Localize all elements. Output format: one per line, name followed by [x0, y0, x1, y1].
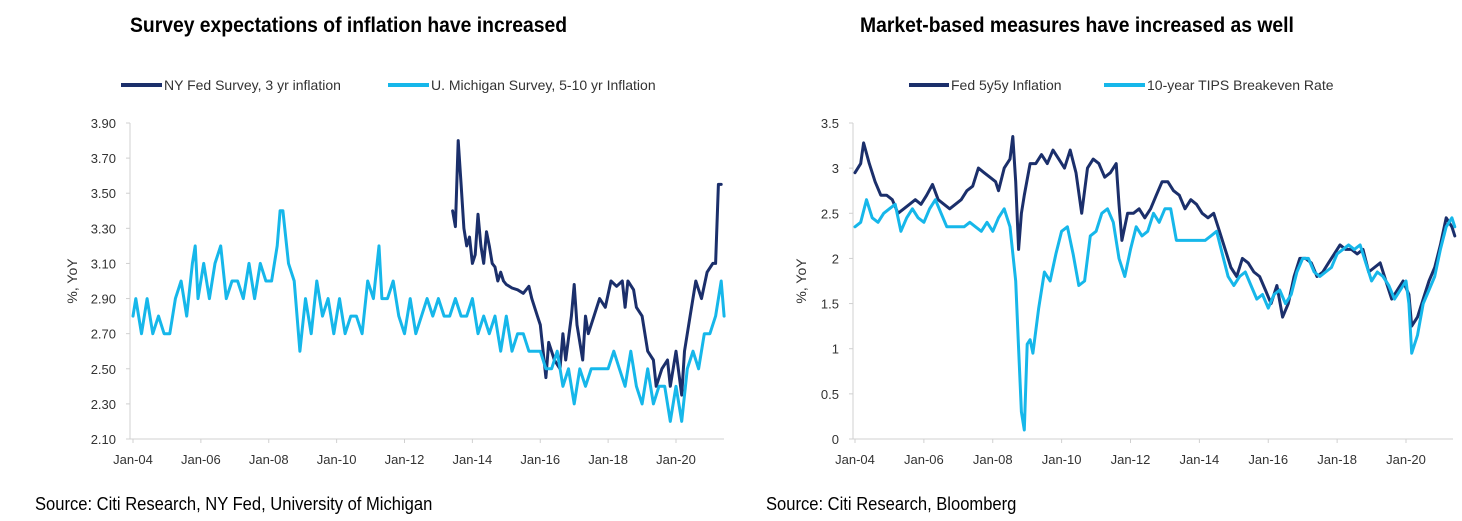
- series-line-2: [853, 198, 1457, 432]
- source-note: Source: Citi Research, Bloomberg: [766, 494, 1017, 514]
- left-chart-panel: Survey expectations of inflation have in…: [35, 14, 726, 514]
- y-tick-label: 2.50: [91, 362, 116, 377]
- x-tick-label: Jan-20: [656, 452, 696, 467]
- y-axis-label: %, YoY: [793, 258, 809, 304]
- legend-label: 10-year TIPS Breakeven Rate: [1147, 77, 1334, 93]
- y-tick-label: 0: [832, 432, 839, 447]
- x-tick-label: Jan-06: [904, 452, 944, 467]
- series-line-2: [131, 209, 726, 423]
- x-tick-label: Jan-08: [249, 452, 289, 467]
- x-tick-label: Jan-18: [1317, 452, 1357, 467]
- x-tick-label: Jan-18: [588, 452, 628, 467]
- right-chart-panel: Market-based measures have increased as …: [731, 0, 1462, 521]
- y-tick-label: 3.70: [91, 151, 116, 166]
- y-tick-label: 1.5: [821, 297, 839, 312]
- series-line-1: [451, 139, 723, 397]
- x-tick-label: Jan-12: [385, 452, 425, 467]
- y-tick-label: 1: [832, 342, 839, 357]
- y-tick-label: 0.5: [821, 387, 839, 402]
- x-tick-label: Jan-16: [1248, 452, 1288, 467]
- y-tick-label: 3: [832, 161, 839, 176]
- x-tick-label: Jan-04: [113, 452, 153, 467]
- y-tick-label: 2.5: [821, 206, 839, 221]
- x-tick-label: Jan-10: [317, 452, 357, 467]
- x-tick-label: Jan-14: [453, 452, 493, 467]
- survey-inflation-chart: 2.10 2.30 2.50 2.70 2.90 3.10 3.30 3.50 3.70 3.90…: [64, 77, 726, 467]
- y-tick-label: 2.70: [91, 327, 116, 342]
- y-tick-label: 2.30: [91, 397, 116, 412]
- series-line-1: [853, 135, 1457, 328]
- y-tick-label: 2.90: [91, 292, 116, 307]
- x-tick-label: Jan-04: [835, 452, 875, 467]
- y-tick-label: 3.5: [821, 116, 839, 131]
- x-tick-label: Jan-12: [1111, 452, 1151, 467]
- legend-label: Fed 5y5y Inflation: [951, 77, 1062, 93]
- y-tick-label: 3.10: [91, 256, 116, 271]
- x-tick-label: Jan-16: [520, 452, 560, 467]
- y-tick-label: 2: [832, 251, 839, 266]
- chart-title: Survey expectations of inflation have in…: [130, 14, 567, 37]
- market-inflation-chart: 0 0.5 1 1.5 2 2.5 3 3.5 Jan-04 Jan-06 Jan-08 Jan-10…: [793, 77, 1457, 467]
- legend-label: NY Fed Survey, 3 yr inflation: [164, 77, 341, 93]
- legend-label: U. Michigan Survey, 5-10 yr Inflation: [431, 77, 656, 93]
- y-tick-label: 3.50: [91, 186, 116, 201]
- y-tick-label: 3.90: [91, 116, 116, 131]
- chart-title: Market-based measures have increased as …: [860, 14, 1294, 37]
- x-tick-label: Jan-14: [1180, 452, 1220, 467]
- x-tick-label: Jan-20: [1386, 452, 1426, 467]
- x-tick-label: Jan-08: [973, 452, 1013, 467]
- y-axis-label: %, YoY: [64, 258, 80, 304]
- source-note: Source: Citi Research, NY Fed, Universit…: [35, 494, 433, 514]
- x-tick-label: Jan-10: [1042, 452, 1082, 467]
- y-tick-label: 2.10: [91, 432, 116, 447]
- x-tick-label: Jan-06: [181, 452, 221, 467]
- y-tick-label: 3.30: [91, 221, 116, 236]
